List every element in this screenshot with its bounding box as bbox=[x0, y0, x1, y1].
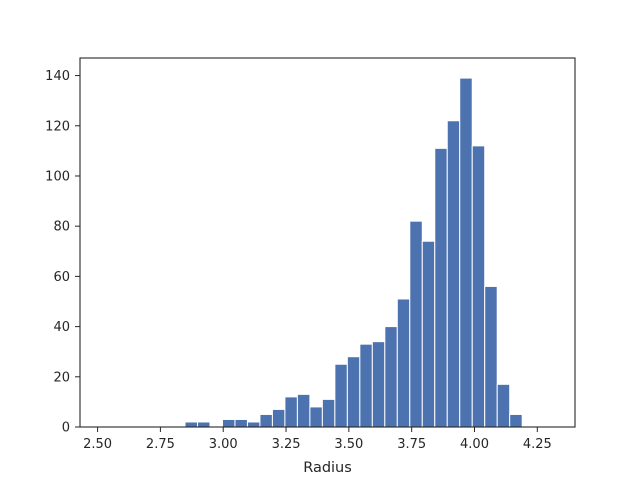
histogram-bar bbox=[484, 285, 498, 428]
x-tick-label: 4.25 bbox=[523, 437, 552, 452]
y-tick-label: 140 bbox=[45, 69, 70, 84]
histogram-bar bbox=[246, 421, 261, 428]
x-tick-label: 3.50 bbox=[334, 437, 363, 452]
y-tick-label: 60 bbox=[53, 270, 70, 285]
x-axis-label: Radius bbox=[303, 460, 352, 476]
histogram-bar bbox=[346, 356, 361, 428]
x-tick-label: 3.00 bbox=[209, 437, 238, 452]
histogram-bar bbox=[384, 326, 398, 428]
histogram-bar bbox=[509, 413, 523, 428]
histogram-bar bbox=[196, 421, 211, 428]
histogram-bar bbox=[296, 393, 311, 428]
histogram-bar bbox=[184, 421, 198, 428]
histogram-bar bbox=[309, 406, 323, 428]
histogram-bar bbox=[371, 341, 386, 428]
y-tick-label: 100 bbox=[45, 169, 70, 184]
y-tick-label: 80 bbox=[53, 220, 70, 235]
histogram-bar bbox=[459, 77, 473, 428]
histogram-bar bbox=[284, 396, 298, 428]
histogram-bar bbox=[409, 220, 423, 428]
y-tick-label: 120 bbox=[45, 119, 70, 134]
plot-frame bbox=[79, 57, 576, 428]
histogram-bar bbox=[271, 408, 286, 428]
histogram-bar bbox=[221, 418, 236, 428]
y-tick-label: 20 bbox=[53, 370, 70, 385]
x-tick-label: 2.75 bbox=[146, 437, 175, 452]
y-tick-label: 40 bbox=[53, 320, 70, 335]
histogram-bar bbox=[446, 120, 461, 428]
histogram-bar bbox=[234, 418, 248, 428]
bars-group bbox=[184, 77, 523, 428]
histogram-bar bbox=[434, 147, 448, 428]
histogram-bar bbox=[396, 298, 411, 428]
y-axis-ticks: 0 20 40 60 80 100 120 140 bbox=[45, 69, 80, 436]
histogram-bar bbox=[496, 383, 511, 428]
histogram-bar bbox=[471, 145, 486, 428]
histogram-bar bbox=[334, 363, 348, 428]
histogram-bar bbox=[259, 413, 273, 428]
histogram-bar bbox=[359, 343, 373, 428]
x-tick-label: 3.75 bbox=[397, 437, 426, 452]
x-tick-label: 3.25 bbox=[272, 437, 301, 452]
x-tick-label: 4.00 bbox=[460, 437, 489, 452]
histogram-bar bbox=[321, 398, 336, 428]
x-axis-ticks: 2.50 2.75 3.00 3.25 3.50 3.75 4.00 4.25 bbox=[83, 427, 552, 452]
x-tick-label: 2.50 bbox=[83, 437, 112, 452]
y-tick-label: 0 bbox=[62, 421, 70, 436]
histogram-bar bbox=[421, 240, 436, 428]
